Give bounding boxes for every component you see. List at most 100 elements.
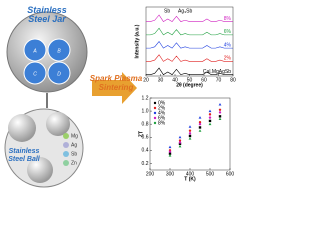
point [178, 141, 182, 144]
element-label: Sb [71, 151, 77, 157]
point [178, 142, 182, 146]
element-label: Zn [71, 160, 77, 166]
point [218, 108, 222, 111]
point [178, 135, 182, 139]
chamber-label: C [33, 71, 37, 77]
point [208, 116, 212, 119]
x-tick-label: 600 [226, 171, 235, 177]
ball [8, 114, 36, 142]
y-tick-label: 0.6 [142, 135, 149, 141]
y-tick-label: 0.4 [142, 148, 149, 154]
y-tick-label: 1.0 [142, 108, 149, 114]
x-tick-label: 200 [146, 171, 155, 177]
y-axis-label: ZT [138, 131, 144, 137]
point [188, 137, 192, 140]
x-tick-label: 400 [186, 171, 195, 177]
point [198, 126, 202, 129]
chamber [47, 38, 71, 62]
point [198, 116, 202, 119]
series-label: Cal.MgAgSb [203, 69, 231, 75]
process-label: Spark Plasma Sintering [89, 74, 143, 92]
y-tick-label: 1.2 [142, 95, 149, 101]
y-tick-label: 0.8 [142, 122, 149, 128]
point [208, 113, 212, 116]
point [188, 125, 192, 128]
ball [27, 157, 53, 183]
marker-legend: Sb [164, 8, 170, 14]
x-tick-label: 300 [166, 171, 175, 177]
legend-label: 2% [158, 105, 166, 111]
plot-frame [145, 6, 234, 77]
point [218, 117, 222, 120]
ball [46, 112, 70, 136]
point [218, 111, 222, 114]
chamber [23, 61, 47, 85]
point [188, 134, 192, 138]
y-axis-label: Intensity (a.u.) [134, 24, 140, 58]
point [198, 122, 202, 126]
legend-label: 8% [158, 120, 166, 126]
legend-label: 0% [158, 100, 166, 106]
point [188, 132, 192, 135]
series-label: 2% [224, 56, 232, 62]
ball-label: Stainless Steel Ball [8, 148, 40, 163]
chamber-label: A [32, 48, 37, 54]
legend-swatch [153, 111, 157, 115]
chamber [47, 61, 71, 85]
y-tick-label: 0.2 [142, 161, 149, 167]
element-dot [63, 133, 69, 139]
element-dot [63, 160, 69, 166]
point [188, 129, 192, 132]
point [208, 122, 212, 126]
element-dot [63, 142, 69, 148]
legend-swatch [153, 101, 157, 105]
series-label: 6% [224, 29, 232, 35]
point [168, 154, 172, 157]
element-dot [63, 151, 69, 157]
element-label: Mg [71, 133, 78, 139]
x-tick-label: 80 [230, 77, 236, 83]
spectrum [146, 14, 233, 23]
page: A B C D Mg Ag Sb Zn 20 30 40 50 60 70 80 2θ (degree) Int… [4, 5, 236, 188]
legend-label: 6% [158, 115, 166, 121]
process-arrow [92, 72, 137, 104]
point [178, 144, 182, 148]
legend-swatch [153, 121, 157, 125]
x-axis-label: T (K) [184, 176, 196, 182]
legend-label: 4% [158, 110, 166, 116]
point [178, 139, 182, 142]
series-label: 4% [224, 42, 232, 48]
graphic: A B C D Mg Ag Sb Zn 20 30 40 50 60 70 80 2θ (degree) Int… [4, 6, 236, 188]
chamber-label: D [57, 71, 61, 77]
x-tick-label: 60 [201, 77, 207, 83]
point [168, 152, 172, 155]
point [168, 145, 172, 149]
spectrum [146, 27, 233, 36]
legend-swatch [153, 116, 157, 120]
x-tick-label: 40 [172, 77, 178, 83]
point [218, 115, 222, 118]
legend-swatch [153, 106, 157, 110]
x-tick-label: 30 [158, 77, 164, 83]
element-label: Ag [71, 142, 77, 148]
spectrum [146, 67, 233, 76]
point [198, 129, 202, 132]
point [208, 119, 212, 123]
jar [6, 11, 88, 93]
spectrum [146, 54, 233, 62]
x-tick-label: 50 [187, 77, 193, 83]
point [208, 109, 212, 113]
series-label: 8% [224, 16, 232, 22]
chamber-label: B [57, 48, 61, 54]
x-tick-label: 500 [206, 171, 215, 177]
jar-title: Stainless Steel Jar [27, 5, 67, 24]
point [168, 150, 172, 153]
x-axis-label: 2θ (degree) [176, 82, 203, 88]
x-tick-label: 20 [143, 77, 149, 83]
spectrum [146, 40, 233, 49]
chamber [23, 38, 47, 62]
point [218, 103, 222, 106]
marker-legend: Ag₃Sb [178, 8, 192, 14]
x-tick-label: 70 [216, 77, 222, 83]
point [198, 121, 202, 124]
